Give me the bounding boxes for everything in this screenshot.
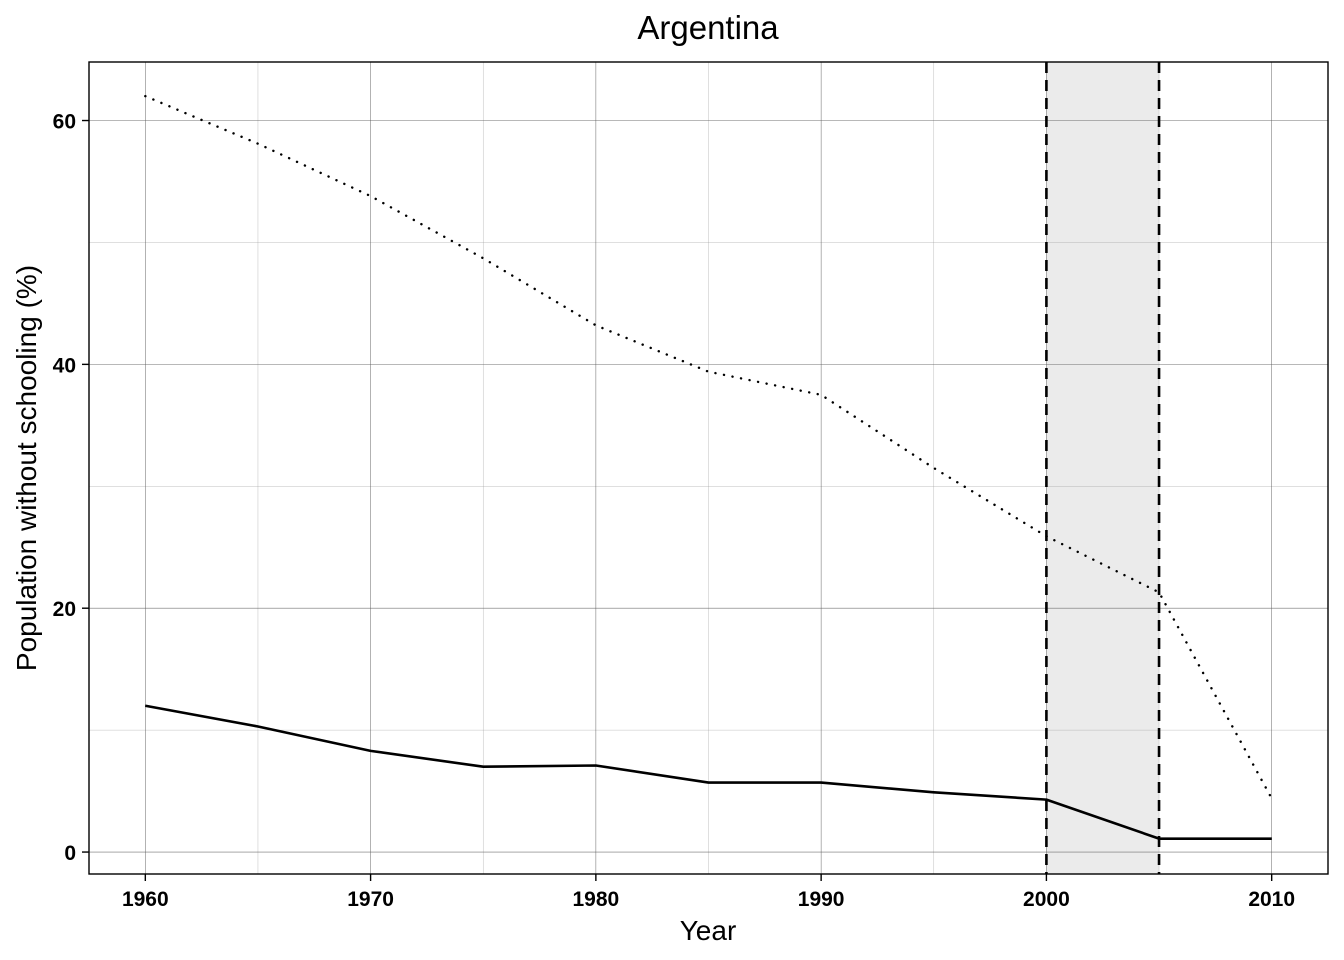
x-tick-label: 1970 [347,888,394,911]
x-tick-label: 2010 [1248,888,1295,911]
y-tick-label: 20 [53,598,76,621]
x-tick-label: 1990 [798,888,845,911]
x-axis-label: Year [680,915,737,946]
x-tick-label: 2000 [1023,888,1070,911]
series-layer [144,94,1273,840]
shaded-region [1046,62,1160,874]
y-tick-label: 40 [53,354,76,377]
x-tick-label: 1980 [573,888,620,911]
grid-layer [89,62,1328,874]
chart-title: Argentina [637,9,779,46]
y-tick-label: 0 [64,842,76,865]
series-line-solid-series [145,704,1272,840]
y-tick-label: 60 [53,111,76,134]
y-axis-label: Population without schooling (%) [11,265,42,671]
x-tick-label: 1960 [122,888,169,911]
shaded-region-layer [1046,62,1160,874]
axis-ticks-layer: 1960 1970 1980 1990 2000 2010 0 20 40 60 [53,111,1295,911]
region-boundary-layer [1045,62,1161,874]
plot-panel-border [88,61,1329,875]
